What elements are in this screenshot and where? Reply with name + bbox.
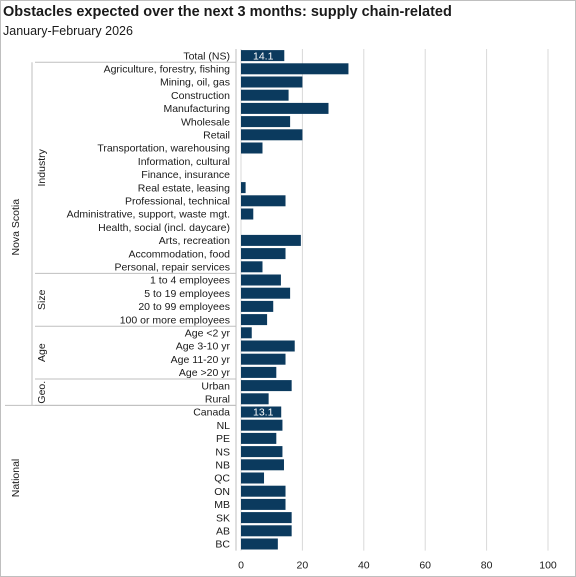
bar [241,459,284,471]
category-label: Transportation, warehousing [97,143,230,155]
chart-subtitle: January-February 2026 [3,24,133,38]
category-label: SK [216,512,230,524]
category-label: NL [217,420,231,432]
group-label: Geo. [36,381,48,404]
bars: 14.1 13.1 [241,50,349,550]
x-tick-label: 20 [297,560,309,572]
category-label: Age 11-20 yr [171,354,231,366]
category-label: Canada [193,407,230,419]
bar [241,63,349,75]
bar [241,102,329,114]
bar [241,432,277,444]
bar [241,380,292,392]
x-axis-tick-labels: 0 20 40 60 80 100 [238,560,557,572]
category-label: Total (NS) [183,50,230,62]
data-label: 13.1 [253,407,274,419]
bar [241,182,246,194]
category-labels: Total (NS) Agriculture, forestry, fishing… [67,50,231,550]
bar [241,274,281,286]
category-label: 1 to 4 employees [150,275,230,287]
category-label: 5 to 19 employees [144,288,230,300]
category-label: Finance, insurance [141,169,230,181]
bar [241,261,263,273]
chart-title: Obstacles expected over the next 3 month… [3,4,452,20]
bar [241,353,286,365]
data-label: 14.1 [253,50,274,62]
bar [241,406,282,418]
category-label: Mining, oil, gas [160,77,230,89]
bar [241,300,274,312]
group-label: Age [36,343,48,362]
bar [241,393,269,405]
bar [241,142,263,154]
bar [241,50,285,62]
category-label: BC [215,539,230,551]
category-label: 20 to 99 employees [138,301,230,313]
category-label: Arts, recreation [159,235,230,247]
bar [241,208,254,220]
category-label: Wholesale [181,116,230,128]
x-tick-label: 0 [238,560,244,572]
bar [241,419,283,431]
category-label: Construction [171,90,230,102]
category-label: Age <2 yr [185,328,231,340]
outer-group-label: National [10,459,22,498]
bar [241,116,291,128]
category-label: ON [214,486,230,498]
group-label: Industry [36,148,48,186]
x-tick-label: 40 [358,560,370,572]
bar [241,287,291,299]
x-tick-label: 60 [419,560,431,572]
bar [241,195,286,207]
bar [241,129,303,141]
category-label: Manufacturing [163,103,230,115]
bar [241,234,301,246]
bar [241,538,278,550]
category-label: Information, cultural [138,156,230,168]
bar [241,366,277,378]
category-label: Rural [205,394,230,406]
bar [241,512,292,524]
category-label: MB [214,499,230,511]
category-label: 100 or more employees [120,314,230,326]
category-label: NS [215,446,230,458]
x-tick-label: 80 [481,560,493,572]
group-separators [5,49,237,551]
outer-group-label: Nova Scotia [10,199,22,256]
bar [241,248,286,260]
category-label: Personal, repair services [114,262,230,274]
x-tick-label: 100 [539,560,557,572]
category-label: Administrative, support, waste mgt. [67,209,230,221]
category-label: Health, social (incl. daycare) [98,222,230,234]
category-label: Retail [203,130,230,142]
bar [241,485,286,497]
category-label: QC [214,473,230,485]
group-label: Size [36,289,48,310]
bar [241,472,265,484]
bar [241,498,286,510]
category-label: Agriculture, forestry, fishing [104,64,231,76]
bar [241,76,303,88]
category-label: Urban [201,380,230,392]
category-label: AB [216,526,230,538]
category-label: Age 3-10 yr [176,341,231,353]
bar [241,525,292,537]
category-label: NB [215,460,230,472]
category-label: Professional, technical [125,196,230,208]
bar [241,327,252,339]
category-label: Real estate, leasing [138,182,230,194]
bar [241,89,289,101]
group-labels: Industry Size Age Geo. Nova Scotia National [10,148,48,497]
bar [241,314,268,326]
category-label: PE [216,433,230,445]
bar [241,446,283,458]
category-label: Accommodation, food [128,248,230,260]
bar [241,340,295,352]
category-label: Age >20 yr [179,367,231,379]
